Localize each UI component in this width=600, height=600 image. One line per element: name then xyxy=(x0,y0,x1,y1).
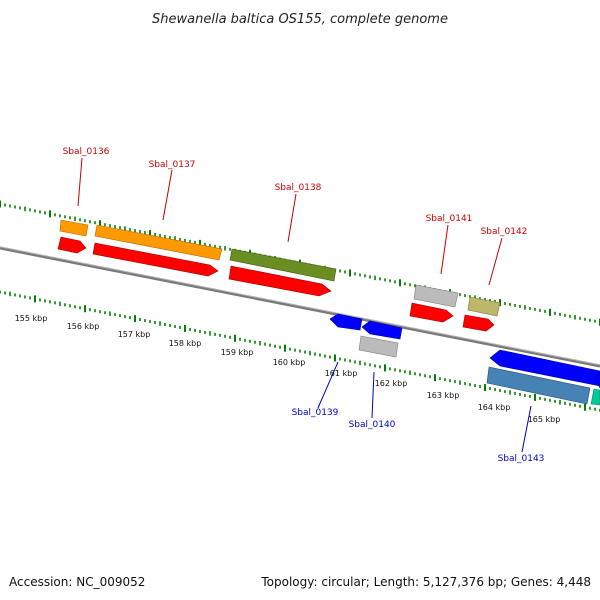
scale-label: 159 kbp xyxy=(221,348,254,357)
gene-sbal-0138-cds[interactable] xyxy=(228,265,332,297)
gene-label-sbal-0138[interactable]: Sbal_0138 xyxy=(275,183,322,193)
gene-label-sbal-0139[interactable]: Sbal_0139 xyxy=(292,408,339,418)
genome-backbone xyxy=(0,246,600,368)
scale-label: 161 kbp xyxy=(325,369,358,378)
map-title: Shewanella baltica OS155, complete genom… xyxy=(152,12,448,27)
gene-next-feature[interactable] xyxy=(590,388,600,406)
scale-label: 157 kbp xyxy=(118,330,151,339)
gene-sbal-0141-cds[interactable] xyxy=(409,302,454,323)
gene-label-sbal-0137[interactable]: Sbal_0137 xyxy=(149,160,196,170)
gene-sbal-0142-feature[interactable] xyxy=(467,296,501,317)
backbone-highlight xyxy=(0,246,600,366)
gene-label-sbal-0142[interactable]: Sbal_0142 xyxy=(481,227,528,237)
scale-label: 156 kbp xyxy=(67,322,100,331)
scale-label: 164 kbp xyxy=(478,403,511,412)
gene-label-sbal-0140[interactable]: Sbal_0140 xyxy=(349,420,396,430)
scale-label: 155 kbp xyxy=(15,314,48,323)
gene-label-sbal-0143[interactable]: Sbal_0143 xyxy=(498,454,545,464)
gene-sbal-0137-cds[interactable] xyxy=(92,242,219,277)
scale-label: 158 kbp xyxy=(169,339,202,348)
gene-sbal-0139-cds[interactable] xyxy=(329,313,363,331)
gene-sbal-0136-cds[interactable] xyxy=(57,236,87,254)
gene-label-sbal-0136[interactable]: Sbal_0136 xyxy=(63,147,110,157)
gene-sbal-0143-cds[interactable] xyxy=(489,349,600,387)
reverse-gene-label-group: Sbal_0139 Sbal_0140 Sbal_0143 xyxy=(292,361,545,464)
scale-label: 165 kbp xyxy=(528,415,561,424)
gene-sbal-0140-cds[interactable] xyxy=(361,320,403,340)
gene-sbal-0141-feature[interactable] xyxy=(413,284,459,308)
gene-sbal-0136-feature[interactable] xyxy=(59,219,89,237)
scale-label-group: 155 kbp 156 kbp 157 kbp 158 kbp 159 kbp … xyxy=(15,314,561,424)
scale-label: 160 kbp xyxy=(273,358,306,367)
gene-sbal-0142-cds[interactable] xyxy=(462,314,495,332)
gene-sbal-0137-feature[interactable] xyxy=(94,224,223,261)
gene-sbal-0143-feature[interactable] xyxy=(486,366,591,405)
gene-sbal-0138-feature[interactable] xyxy=(229,248,337,282)
gene-label-sbal-0141[interactable]: Sbal_0141 xyxy=(426,214,473,224)
gene-next-cds[interactable] xyxy=(595,371,600,389)
reverse-feature-row xyxy=(329,313,600,406)
reverse-tick-ring xyxy=(0,290,600,412)
scale-label: 163 kbp xyxy=(427,391,460,400)
gene-sbal-0140-feature[interactable] xyxy=(358,335,399,358)
forward-feature-row xyxy=(57,219,501,332)
accession-text: Accession: NC_009052 xyxy=(9,575,145,589)
genome-info-text: Topology: circular; Length: 5,127,376 bp… xyxy=(260,575,591,589)
forward-gene-label-group: Sbal_0136 Sbal_0137 Sbal_0138 Sbal_0141 … xyxy=(63,147,528,286)
scale-label: 162 kbp xyxy=(375,379,408,388)
